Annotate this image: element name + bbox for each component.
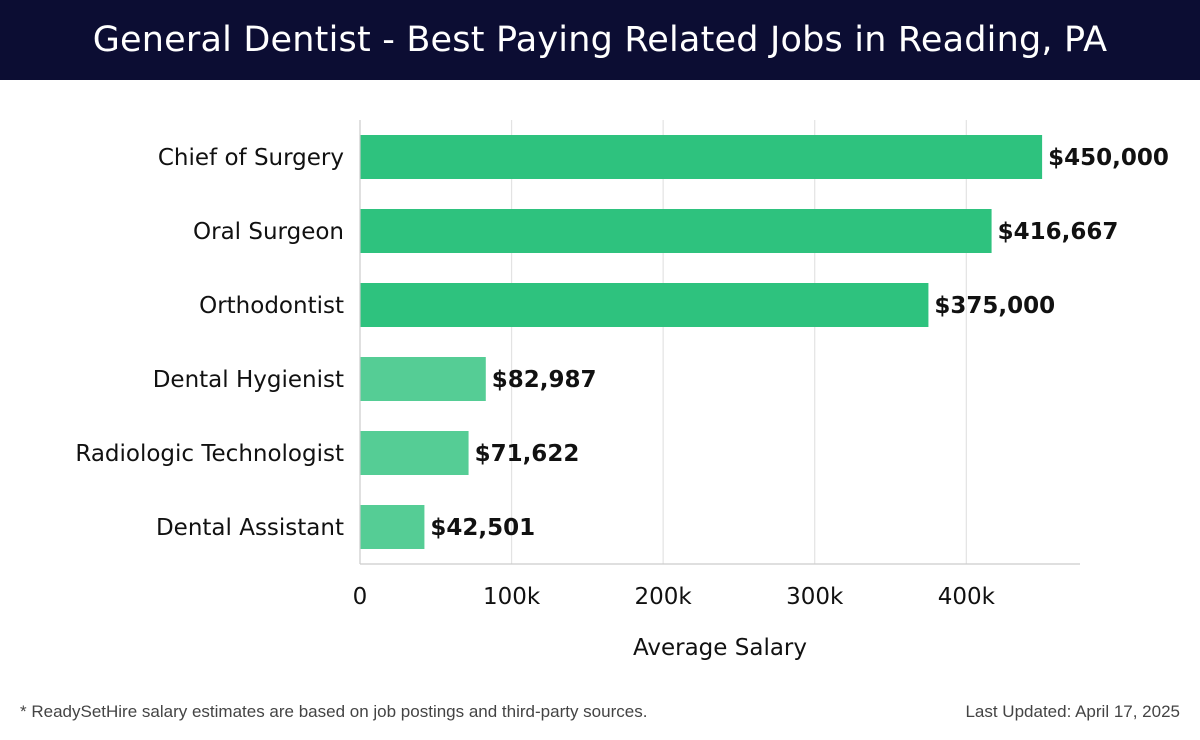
bar bbox=[360, 357, 486, 401]
category-label: Radiologic Technologist bbox=[75, 441, 344, 467]
last-updated: Last Updated: April 17, 2025 bbox=[965, 702, 1180, 721]
x-tick-label: 400k bbox=[938, 584, 996, 610]
bar bbox=[360, 431, 469, 475]
category-label: Oral Surgeon bbox=[193, 219, 344, 245]
bar bbox=[360, 209, 992, 253]
chart-header: General Dentist - Best Paying Related Jo… bbox=[0, 0, 1200, 80]
bar bbox=[360, 505, 425, 549]
x-tick-label: 200k bbox=[635, 584, 693, 610]
value-label: $416,667 bbox=[998, 219, 1119, 245]
x-tick-label: 0 bbox=[353, 584, 368, 610]
x-axis-ticks: 0 100k 200k 300k 400k bbox=[353, 584, 996, 610]
gridlines bbox=[510, 120, 967, 564]
value-label: $42,501 bbox=[430, 515, 535, 541]
category-label: Orthodontist bbox=[199, 293, 344, 319]
bar-chart: Chief of Surgery Oral Surgeon Orthodontist… bbox=[75, 120, 1169, 661]
x-axis-label: Average Salary bbox=[633, 635, 807, 661]
value-label: $82,987 bbox=[492, 367, 597, 393]
footnote: * ReadySetHire salary estimates are base… bbox=[20, 702, 648, 721]
bars bbox=[360, 135, 1043, 549]
category-label: Chief of Surgery bbox=[158, 145, 344, 171]
value-labels: $450,000 $416,667 $375,000 $82,987 $71,622 $4… bbox=[430, 145, 1168, 541]
chart-title: General Dentist - Best Paying Related Jo… bbox=[92, 20, 1108, 60]
bar bbox=[360, 283, 929, 327]
bar bbox=[360, 135, 1043, 179]
category-label: Dental Assistant bbox=[156, 515, 344, 541]
value-label: $450,000 bbox=[1048, 145, 1169, 171]
x-tick-label: 300k bbox=[786, 584, 844, 610]
x-tick-label: 100k bbox=[483, 584, 541, 610]
value-label: $375,000 bbox=[934, 293, 1055, 319]
category-label: Dental Hygienist bbox=[153, 367, 344, 393]
value-label: $71,622 bbox=[475, 441, 580, 467]
category-labels: Chief of Surgery Oral Surgeon Orthodontist… bbox=[75, 145, 344, 541]
